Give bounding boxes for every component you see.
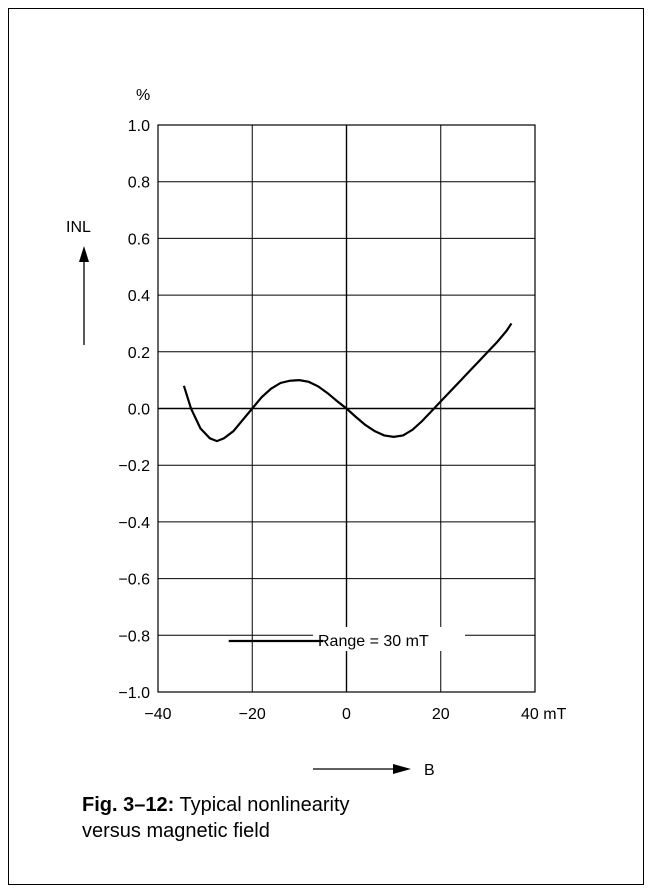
figure-caption: Fig. 3–12: Typical nonlinearity versus m… [82,792,350,844]
figure-frame [8,8,644,885]
annotation-background [313,626,465,651]
range-annotation: Range = 30 mT [318,633,429,650]
y-axis-label: INL [66,219,91,236]
plot-border [157,124,536,693]
y-tick-label: 0.6 [128,231,150,248]
y-arrow-head [79,246,89,262]
x-axis-label: B [424,762,435,779]
y-tick-label: 1.0 [128,118,150,135]
y-tick-label: 0.0 [128,402,150,419]
x-tick-labels: −40 −20 0 20 40 mT [144,706,566,723]
y-tick-label: −0.6 [118,572,150,589]
caption-label: Fig. 3–12: [82,794,175,816]
y-tick-labels: 1.0 0.8 0.6 0.4 0.2 0.0 −0.2 −0.4 −0.6 −0.8 −1.0 [118,118,150,702]
y-tick-label: 0.4 [128,288,150,305]
x-tick-label: 40 mT [521,706,567,723]
caption-text: Typical nonlinearity [174,794,350,816]
y-tick-label: 0.2 [128,345,150,362]
x-tick-label: 0 [342,706,351,723]
x-tick-label: −40 [144,706,171,723]
x-tick-label: 20 [432,706,450,723]
y-tick-label: −1.0 [118,685,150,702]
x-tick-label: −20 [239,706,266,723]
y-tick-label: −0.4 [118,515,150,532]
y-unit-label: % [136,87,150,104]
x-arrow-head [393,764,411,774]
y-tick-label: −0.2 [118,458,150,475]
y-tick-label: −0.8 [118,628,150,645]
axes [157,124,536,693]
series-line-inl [182,322,513,443]
caption-line2: versus magnetic field [82,820,270,842]
y-tick-label: 0.8 [128,175,150,192]
